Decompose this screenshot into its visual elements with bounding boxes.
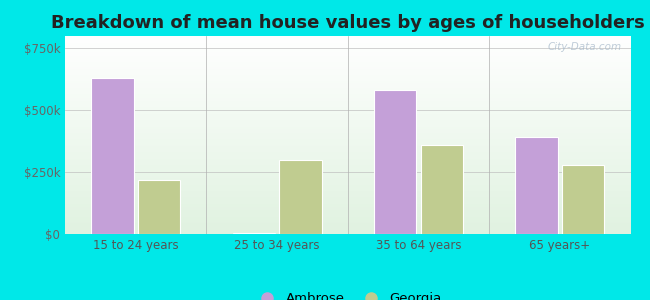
Bar <box>374 90 416 234</box>
Bar <box>233 233 275 234</box>
Bar <box>138 179 180 234</box>
Text: City-Data.com: City-Data.com <box>548 42 622 52</box>
Bar <box>421 145 463 234</box>
Bar <box>280 160 322 234</box>
Bar <box>562 165 604 234</box>
Bar <box>91 78 133 234</box>
Title: Breakdown of mean house values by ages of householders: Breakdown of mean house values by ages o… <box>51 14 645 32</box>
Bar <box>515 137 558 234</box>
Legend: Ambrose, Georgia: Ambrose, Georgia <box>248 287 447 300</box>
